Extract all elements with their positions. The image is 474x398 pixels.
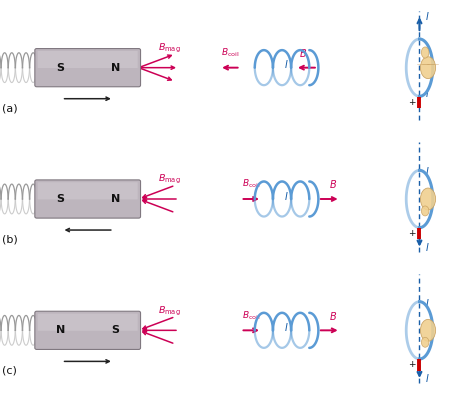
Text: S: S: [111, 325, 119, 336]
Text: $B_{\rm coil}$: $B_{\rm coil}$: [221, 47, 239, 59]
Text: $B_{\rm mag}$: $B_{\rm mag}$: [158, 304, 181, 318]
Text: B: B: [329, 312, 337, 322]
Text: B: B: [299, 49, 306, 59]
FancyBboxPatch shape: [35, 311, 140, 349]
FancyBboxPatch shape: [37, 182, 137, 199]
Text: I: I: [426, 242, 429, 253]
FancyBboxPatch shape: [35, 180, 140, 218]
FancyBboxPatch shape: [35, 49, 140, 87]
Ellipse shape: [420, 319, 436, 341]
Text: I: I: [426, 374, 429, 384]
Text: N: N: [110, 62, 120, 73]
FancyBboxPatch shape: [37, 314, 137, 331]
Text: N: N: [110, 194, 120, 204]
Text: +: +: [408, 229, 416, 238]
Text: (a): (a): [2, 103, 18, 113]
Ellipse shape: [420, 57, 436, 79]
Ellipse shape: [421, 337, 429, 347]
Text: S: S: [56, 62, 64, 73]
Text: B: B: [329, 180, 337, 190]
Text: I: I: [426, 298, 429, 309]
Text: $B_{\rm mag}$: $B_{\rm mag}$: [158, 173, 181, 186]
Text: I: I: [426, 167, 429, 178]
Text: (b): (b): [2, 234, 18, 245]
Text: +: +: [408, 361, 416, 369]
Text: I: I: [284, 323, 287, 333]
Text: $B_{\rm coil}$: $B_{\rm coil}$: [242, 309, 260, 322]
Text: N: N: [55, 325, 65, 336]
Text: I: I: [426, 89, 429, 100]
Text: (c): (c): [2, 366, 17, 376]
Text: $B_{\rm coil}$: $B_{\rm coil}$: [242, 178, 260, 190]
Ellipse shape: [421, 47, 429, 58]
Text: +: +: [408, 98, 416, 107]
Text: $B_{\rm mag}$: $B_{\rm mag}$: [158, 42, 181, 55]
Ellipse shape: [421, 206, 429, 216]
Text: I: I: [426, 12, 429, 22]
Ellipse shape: [420, 188, 436, 210]
Text: S: S: [56, 194, 64, 204]
FancyBboxPatch shape: [37, 51, 137, 68]
Text: I: I: [284, 60, 287, 70]
Text: I: I: [284, 191, 287, 202]
